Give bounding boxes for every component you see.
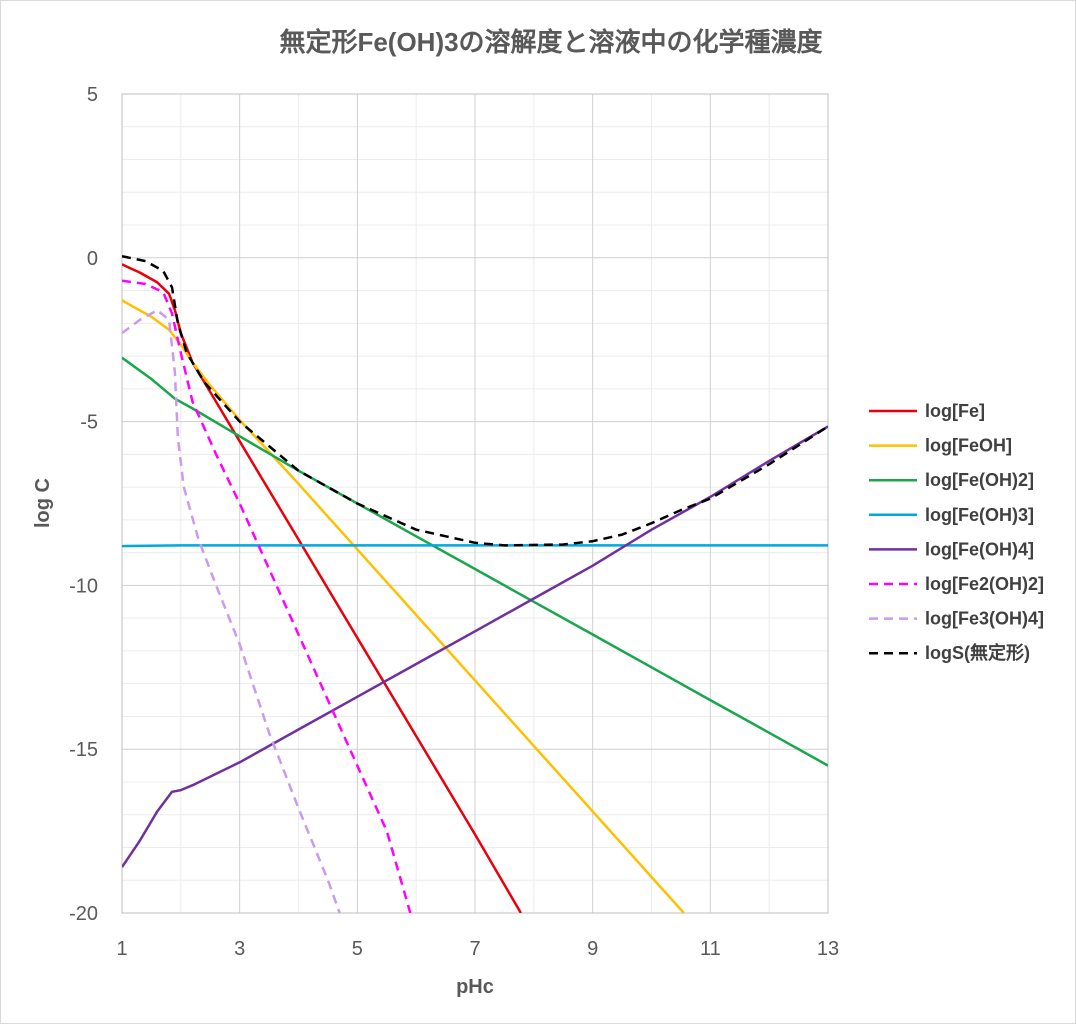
x-tick-label: 3 <box>234 938 245 960</box>
y-tick-label: -20 <box>69 903 98 925</box>
legend-label-7: log[Fe3(OH)4] <box>925 609 1044 629</box>
series-line-3 <box>122 356 828 767</box>
y-tick-label: -5 <box>80 412 98 434</box>
x-tick-label: 5 <box>352 938 363 960</box>
series-line-7 <box>122 308 341 913</box>
legend-label-8: logS(無定形) <box>925 642 1030 663</box>
grid <box>121 93 829 914</box>
series-lines <box>122 254 828 913</box>
legend-label-2: log[FeOH] <box>925 436 1012 456</box>
y-tick-label: -10 <box>69 575 98 597</box>
x-axis-label: pHc <box>456 976 494 998</box>
y-tick-label: 5 <box>87 84 98 106</box>
series-line-2 <box>122 299 685 913</box>
x-tick-label: 7 <box>469 938 480 960</box>
series-line-8 <box>122 254 828 547</box>
y-axis-label: log C <box>32 478 54 528</box>
x-tick-label: 9 <box>587 938 598 960</box>
series-line-1 <box>122 263 522 913</box>
legend: log[Fe] log[FeOH] log[Fe(OH)2] log[Fe(OH)3]… <box>869 401 1044 663</box>
x-tick-label: 11 <box>700 938 721 960</box>
series-line-6 <box>122 279 412 913</box>
x-tick-label: 1 <box>116 938 127 960</box>
series-line-4 <box>122 544 828 548</box>
x-tick-label: 13 <box>817 938 839 960</box>
legend-label-1: log[Fe] <box>925 401 985 421</box>
y-tick-label: -15 <box>69 739 98 761</box>
legend-label-3: log[Fe(OH)2] <box>925 470 1034 490</box>
legend-label-6: log[Fe2(OH)2] <box>925 574 1044 594</box>
plot-area-border <box>121 93 829 914</box>
chart-title: 無定形Fe(OH)3の溶解度と溶液中の化学種濃度 <box>279 27 822 57</box>
legend-label-5: log[Fe(OH)4] <box>925 539 1034 559</box>
legend-label-4: log[Fe(OH)3] <box>925 505 1034 525</box>
series-line-5 <box>122 425 828 868</box>
y-tick-label: 0 <box>87 248 98 270</box>
